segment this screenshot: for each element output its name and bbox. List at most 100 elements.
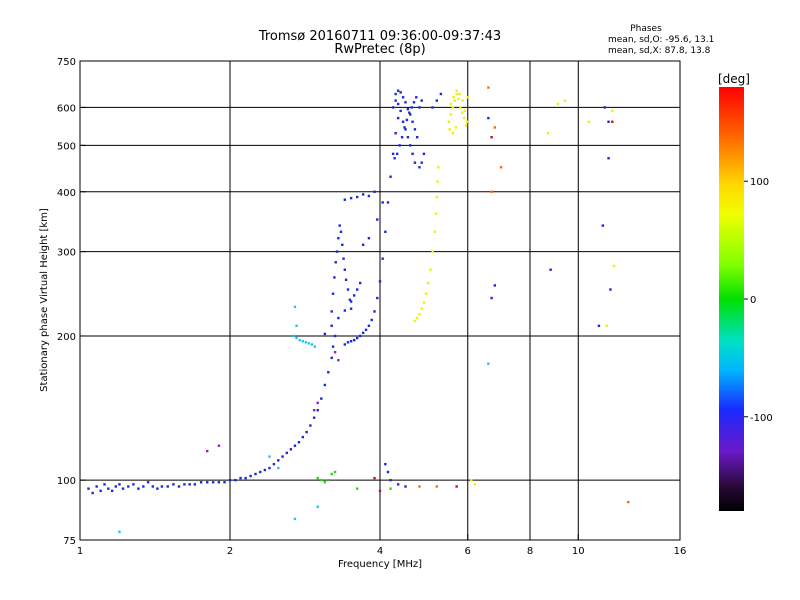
y-tick-label: 300 [57,248,76,259]
data-point [410,106,413,109]
data-point [254,472,257,476]
data-point [399,109,402,113]
data-point [420,99,423,102]
chart-subtitle: RwPretec (8p) [334,42,425,57]
data-point [394,132,397,135]
data-point [342,257,345,260]
data-point [420,161,423,164]
data-point [399,91,402,94]
data-point [239,476,242,480]
data-point [404,128,407,131]
data-point [341,243,344,246]
data-point [415,96,418,99]
x-tick-label: 10 [572,546,585,557]
colorbar-tick-label: 0 [750,295,756,306]
data-point [427,281,430,285]
data-point [389,487,392,490]
colorbar-label: [deg] [718,72,750,86]
x-tick-label: 4 [377,546,383,557]
data-point [343,343,347,346]
data-point [394,99,397,102]
data-point [404,485,407,488]
colorbar-tick-label: 100 [750,177,769,188]
data-point [349,196,353,200]
data-point [304,341,308,344]
data-point [449,113,453,116]
data-point [389,478,392,482]
data-point [293,305,297,309]
data-point [355,288,359,291]
data-point [418,106,421,109]
data-point [418,313,421,316]
data-point [330,310,333,313]
data-point [435,485,438,488]
data-point [281,455,284,458]
data-point [295,324,298,328]
data-point [346,341,350,344]
data-point [172,483,175,486]
data-point [107,487,110,490]
data-point [352,294,356,297]
data-point [309,424,312,427]
data-point [327,478,330,482]
data-point [627,500,630,504]
data-point [293,444,297,447]
data-point [289,448,293,451]
data-point [121,487,125,490]
data-point [395,152,399,156]
data-point [384,230,387,233]
data-point [205,481,209,484]
data-point [386,470,390,474]
data-point [263,468,267,472]
data-point [367,324,371,328]
data-point [361,193,365,196]
data-point [95,485,98,488]
data-point [404,101,407,104]
data-point [473,483,477,486]
data-point [312,416,316,419]
x-axis-label: Frequency [MHz] [338,559,422,570]
y-axis-ticks: 75 100 200 300 400 500 600 750 [57,57,86,547]
data-point [323,481,327,484]
data-point [431,106,434,109]
data-point [487,86,490,89]
data-point [556,102,560,106]
data-point [609,288,612,291]
data-point [370,318,373,322]
data-point [434,212,438,215]
data-point [217,481,221,484]
data-point [499,166,503,169]
data-point [323,332,327,336]
data-point [298,338,301,342]
y-tick-label: 750 [57,57,76,68]
y-tick-label: 500 [57,141,76,152]
data-point [343,309,347,312]
data-point [99,489,102,493]
data-point [401,120,405,123]
data-point [612,264,616,268]
data-point [103,483,106,486]
data-point [439,92,443,96]
data-point [466,96,469,99]
data-point [454,126,458,129]
data-point [464,124,468,127]
data-point [394,92,397,96]
data-point [228,478,232,482]
data-point [277,459,280,462]
data-point [316,401,319,405]
data-point [461,99,464,102]
data-point [409,144,412,147]
data-point [406,107,410,111]
data-point [335,250,339,253]
data-point [409,113,412,116]
data-point [348,298,352,301]
data-point [338,224,341,227]
data-point [462,116,466,120]
data-point [413,128,417,131]
data-point [183,483,186,486]
data-point [352,338,356,342]
data-point [437,166,440,169]
data-point [490,190,493,193]
data-point [455,485,458,488]
